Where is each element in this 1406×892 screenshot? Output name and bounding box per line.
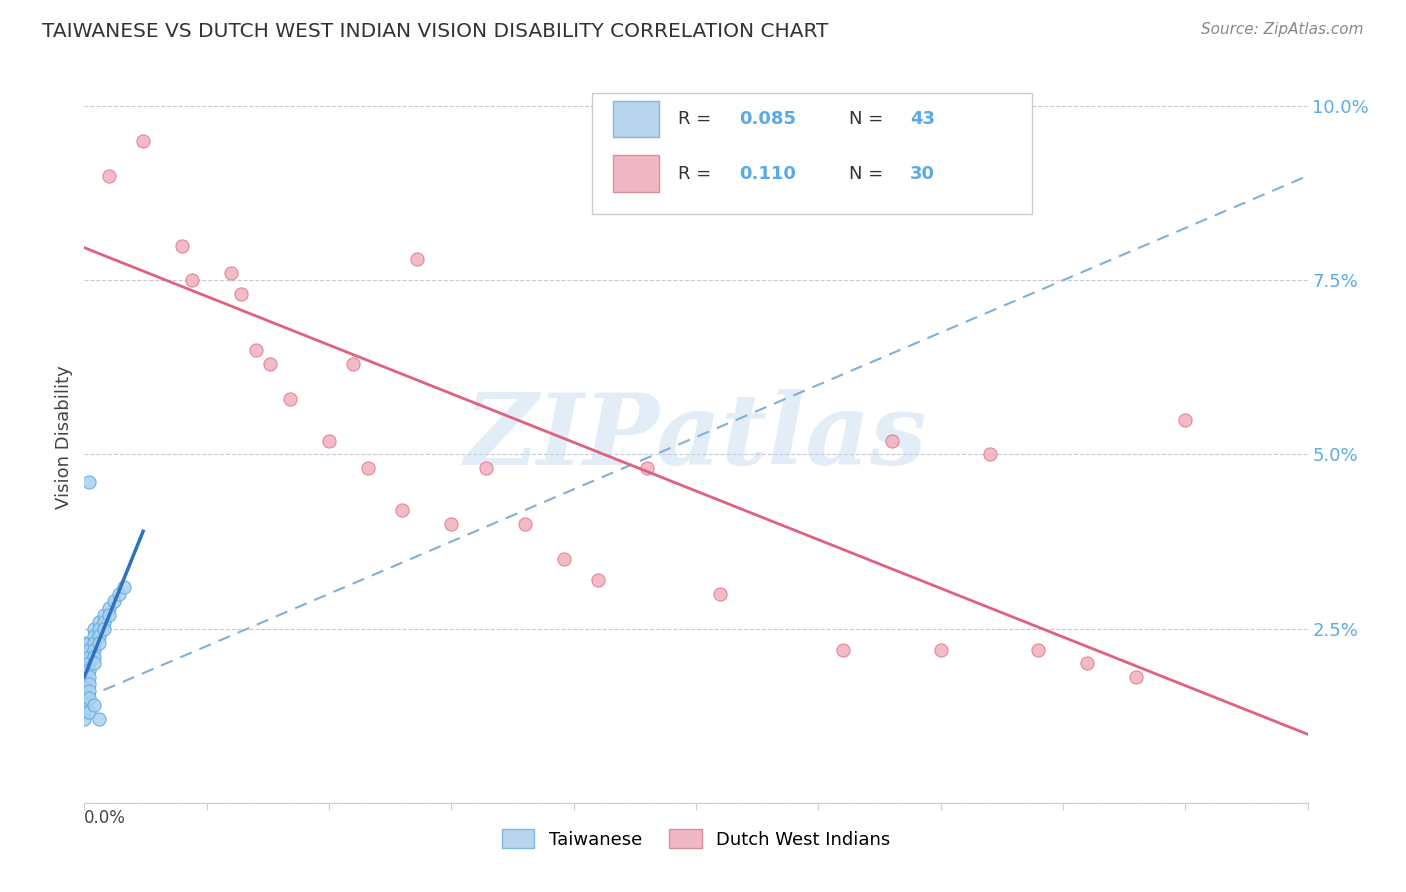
Point bbox=[474, 461, 496, 475]
Point bbox=[87, 712, 110, 726]
Point bbox=[636, 461, 658, 475]
Point bbox=[103, 594, 125, 608]
Point bbox=[93, 622, 115, 636]
Bar bbox=[613, 101, 659, 137]
Point bbox=[245, 343, 267, 357]
Text: N =: N = bbox=[849, 165, 883, 183]
Point bbox=[391, 503, 413, 517]
Point bbox=[77, 677, 100, 691]
Point bbox=[73, 664, 96, 678]
Point bbox=[73, 691, 96, 706]
Point bbox=[93, 607, 115, 622]
Point bbox=[97, 600, 120, 615]
Point bbox=[112, 580, 135, 594]
Point bbox=[73, 712, 96, 726]
Point bbox=[278, 392, 301, 406]
Point bbox=[219, 266, 242, 280]
Point bbox=[87, 635, 110, 649]
Point bbox=[77, 649, 100, 664]
Point bbox=[929, 642, 952, 657]
Point bbox=[83, 642, 105, 657]
Point bbox=[73, 657, 96, 671]
Point bbox=[77, 691, 100, 706]
Point bbox=[73, 698, 96, 713]
Point bbox=[1125, 670, 1147, 684]
Point bbox=[1028, 642, 1050, 657]
Point bbox=[97, 607, 120, 622]
Point bbox=[77, 635, 100, 649]
Point bbox=[73, 635, 96, 649]
Point bbox=[342, 357, 364, 371]
Point bbox=[73, 705, 96, 719]
Point bbox=[87, 629, 110, 643]
Point bbox=[586, 573, 609, 587]
Text: N =: N = bbox=[849, 110, 883, 128]
Text: 43: 43 bbox=[910, 110, 935, 128]
Point bbox=[73, 642, 96, 657]
Text: 0.0%: 0.0% bbox=[84, 809, 127, 827]
Point bbox=[87, 622, 110, 636]
Y-axis label: Vision Disability: Vision Disability bbox=[55, 365, 73, 509]
Point bbox=[880, 434, 903, 448]
Point bbox=[77, 642, 100, 657]
Point bbox=[97, 169, 120, 183]
Point bbox=[93, 615, 115, 629]
Point bbox=[77, 475, 100, 490]
Point bbox=[73, 677, 96, 691]
Point bbox=[132, 134, 155, 148]
Point bbox=[406, 252, 429, 267]
Point bbox=[1076, 657, 1098, 671]
Text: 0.110: 0.110 bbox=[738, 165, 796, 183]
Text: R =: R = bbox=[678, 165, 711, 183]
Point bbox=[709, 587, 731, 601]
Point bbox=[83, 649, 105, 664]
Legend: Taiwanese, Dutch West Indians: Taiwanese, Dutch West Indians bbox=[495, 822, 897, 856]
Point bbox=[83, 698, 105, 713]
Point bbox=[107, 587, 129, 601]
Point bbox=[87, 615, 110, 629]
Point bbox=[77, 705, 100, 719]
Point bbox=[553, 552, 575, 566]
Text: Source: ZipAtlas.com: Source: ZipAtlas.com bbox=[1201, 22, 1364, 37]
Point bbox=[77, 684, 100, 698]
Point bbox=[357, 461, 380, 475]
Point bbox=[83, 622, 105, 636]
Point bbox=[513, 517, 536, 532]
Point bbox=[229, 287, 252, 301]
Point bbox=[318, 434, 340, 448]
Point bbox=[259, 357, 281, 371]
Point bbox=[83, 657, 105, 671]
Bar bbox=[613, 155, 659, 192]
Point bbox=[979, 448, 1001, 462]
Text: TAIWANESE VS DUTCH WEST INDIAN VISION DISABILITY CORRELATION CHART: TAIWANESE VS DUTCH WEST INDIAN VISION DI… bbox=[42, 22, 828, 41]
FancyBboxPatch shape bbox=[592, 94, 1032, 214]
Point bbox=[831, 642, 853, 657]
Point bbox=[83, 635, 105, 649]
Point bbox=[83, 629, 105, 643]
Text: 30: 30 bbox=[910, 165, 935, 183]
Point bbox=[73, 684, 96, 698]
Point bbox=[181, 273, 204, 287]
Text: R =: R = bbox=[678, 110, 711, 128]
Point bbox=[77, 664, 100, 678]
Point bbox=[440, 517, 463, 532]
Point bbox=[1174, 412, 1197, 426]
Point bbox=[73, 670, 96, 684]
Text: 0.085: 0.085 bbox=[738, 110, 796, 128]
Point bbox=[73, 649, 96, 664]
Text: ZIPatlas: ZIPatlas bbox=[465, 389, 927, 485]
Point bbox=[77, 670, 100, 684]
Point bbox=[172, 238, 194, 252]
Point bbox=[77, 657, 100, 671]
